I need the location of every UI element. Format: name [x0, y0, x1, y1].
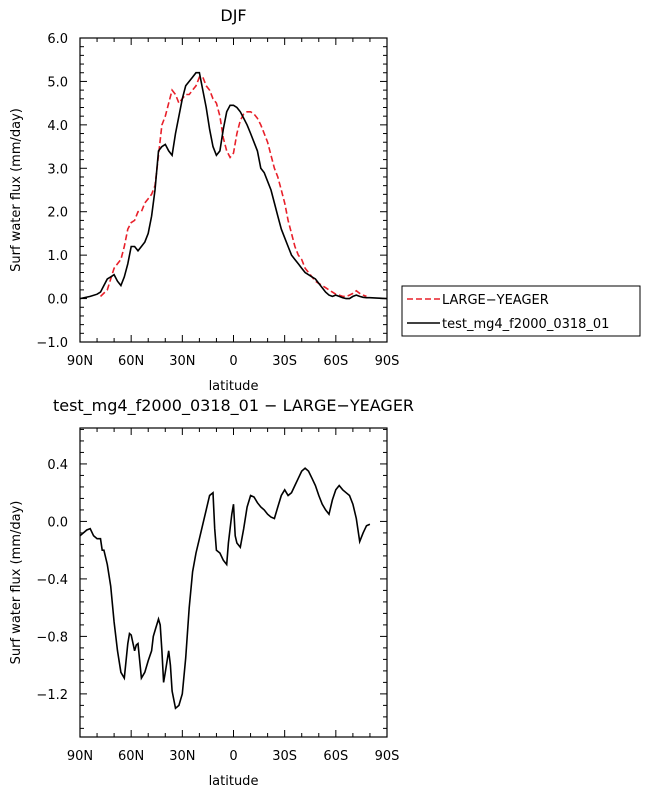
y-tick-label: 0.4 [47, 458, 68, 473]
x-tick-label: 30S [272, 749, 297, 764]
x-tick-label: 30S [272, 354, 297, 369]
y-tick-label: −1.0 [36, 336, 68, 351]
y-tick-label: 6.0 [47, 32, 68, 47]
x-tick-label: 60N [118, 749, 144, 764]
y-tick-label: 0.0 [47, 515, 68, 530]
y-tick-label: 4.0 [47, 119, 68, 134]
top-chart-panel: DJF 90N 60N 30N 0 30S 60S 90S −1.0 0.0 1.0 2.0 3.0 4.… [9, 6, 399, 394]
series-line-1 [79, 467, 371, 710]
bottom-chart-panel: test_mg4_f2000_0318_01 − LARGE−YEAGER 90N… [9, 396, 414, 789]
y-tick-label: −1.2 [36, 688, 68, 703]
chart-legend: LARGE−YEAGER test_mg4_f2000_0318_01 [401, 285, 641, 337]
chart-title: test_mg4_f2000_0318_01 − LARGE−YEAGER [53, 396, 414, 416]
y-tick-label: 3.0 [47, 162, 68, 177]
x-tick-label: 90N [67, 749, 93, 764]
x-tick-label: 60N [118, 354, 144, 369]
y-tick-label: 5.0 [47, 75, 68, 90]
series-line-2 [79, 71, 388, 300]
chart-title: DJF [220, 6, 246, 25]
x-tick-label: 90N [67, 354, 93, 369]
x-tick-label: 90S [375, 354, 400, 369]
legend-label-1: LARGE−YEAGER [442, 293, 549, 308]
y-axis-label: Surf water flux (mm/day) [9, 108, 24, 272]
x-tick-label: 30N [169, 749, 195, 764]
x-tick-label: 0 [229, 354, 237, 369]
x-tick-label: 60S [323, 354, 348, 369]
y-axis-label: Surf water flux (mm/day) [9, 501, 24, 665]
y-tick-label: −0.4 [36, 573, 68, 588]
y-tick-label: 2.0 [47, 206, 68, 221]
x-tick-label: 0 [229, 749, 237, 764]
y-tick-label: −0.8 [36, 630, 68, 645]
plot-frame [79, 427, 388, 738]
series-line-1 [99, 76, 367, 298]
legend-label-2: test_mg4_f2000_0318_01 [442, 317, 609, 332]
y-tick-label: 0.0 [47, 293, 68, 308]
y-tick-label: 1.0 [47, 249, 68, 264]
x-tick-label: 30N [169, 354, 195, 369]
x-tick-label: 60S [323, 749, 348, 764]
x-axis-label: latitude [209, 774, 259, 789]
x-axis-label: latitude [209, 379, 259, 394]
legend-box [401, 285, 641, 337]
x-tick-label: 90S [375, 749, 400, 764]
